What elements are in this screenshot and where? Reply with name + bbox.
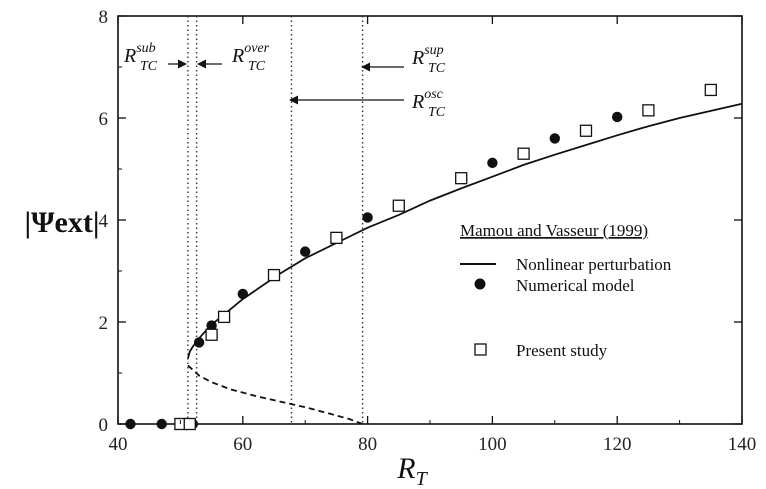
numerical-model-point bbox=[237, 288, 248, 300]
x-axis-label-base: R bbox=[396, 452, 415, 485]
y-tick-label: 8 bbox=[99, 7, 109, 28]
x-tick-label: 40 bbox=[109, 434, 128, 455]
y-tick-label: 0 bbox=[99, 415, 109, 436]
arrows bbox=[168, 59, 404, 105]
present-study-point bbox=[392, 199, 405, 212]
ticks: 40 60 80 100 120 140 0 2 4 6 8 bbox=[99, 7, 757, 455]
numerical-model-point bbox=[125, 418, 136, 430]
stable-branch-curve bbox=[187, 102, 743, 359]
numerical-model-point bbox=[193, 337, 205, 348]
y-axis-label: |Ψext| bbox=[25, 206, 100, 239]
annotation-r-tc-sub-sub: TC bbox=[140, 59, 158, 74]
x-tick-label: 140 bbox=[728, 434, 757, 455]
annotation-r-tc-over-base: R bbox=[231, 45, 244, 67]
annotation-r-tc-over-sup: over bbox=[244, 41, 269, 56]
present-study-point bbox=[330, 231, 343, 245]
annotation-r-tc-osc: Rosc TC bbox=[411, 87, 446, 120]
annotation-r-tc-sub-sup: sub bbox=[136, 41, 155, 56]
legend-entry-2: Present study bbox=[516, 341, 608, 360]
annotation-r-tc-osc-sup: osc bbox=[424, 87, 443, 102]
x-tick-label: 80 bbox=[358, 434, 377, 455]
x-axis-label: RT bbox=[396, 452, 428, 489]
numerical-model-point bbox=[487, 157, 498, 169]
numerical-model-point bbox=[206, 320, 217, 331]
annotation-r-tc-sup-base: R bbox=[411, 47, 424, 69]
x-tick-label: 60 bbox=[233, 434, 252, 455]
annotation-r-tc-osc-sub: TC bbox=[428, 105, 446, 120]
annotation-r-tc-sub-base: R bbox=[123, 45, 136, 67]
plot-frame bbox=[117, 15, 743, 425]
present-study-point bbox=[455, 172, 468, 185]
legend-entry-0: Nonlinear perturbation bbox=[516, 255, 672, 274]
annotation-r-tc-sup-sub: TC bbox=[428, 61, 446, 76]
x-tick-label: 100 bbox=[478, 434, 507, 455]
annotation-r-tc-sub: Rsub TC bbox=[123, 41, 158, 74]
numerical-model-point bbox=[612, 111, 623, 123]
y-tick-label: 6 bbox=[99, 109, 109, 130]
legend: Mamou and Vasseur (1999) Nonlinear pertu… bbox=[460, 221, 672, 360]
vertical-lines bbox=[187, 16, 364, 424]
annotation-r-tc-osc-base: R bbox=[411, 91, 424, 113]
numerical-model-point bbox=[549, 133, 560, 144]
numerical-model-point bbox=[300, 246, 311, 257]
legend-circle-swatch bbox=[474, 278, 486, 290]
x-tick-label: 120 bbox=[603, 434, 632, 455]
legend-square-swatch bbox=[474, 343, 487, 356]
annotation-r-tc-sup-sup: sup bbox=[424, 43, 443, 58]
present-study-point bbox=[579, 124, 593, 137]
y-tick-label: 2 bbox=[99, 313, 109, 334]
legend-title: Mamou and Vasseur (1999) bbox=[460, 221, 648, 240]
present-study-point bbox=[217, 310, 231, 324]
x-axis-label-sub: T bbox=[416, 468, 429, 489]
numerical-model-point bbox=[362, 212, 373, 223]
present-study-point bbox=[642, 104, 655, 117]
present-study-point bbox=[517, 147, 530, 160]
present-study-point bbox=[704, 83, 717, 97]
annotation-r-tc-over-sub: TC bbox=[248, 59, 266, 74]
legend-entry-1: Numerical model bbox=[516, 276, 635, 295]
present-study-point bbox=[183, 417, 196, 431]
curves bbox=[187, 102, 743, 425]
unstable-branch-curve bbox=[187, 364, 363, 425]
present-study-point bbox=[267, 268, 281, 282]
annotation-r-tc-sup: Rsup TC bbox=[411, 43, 446, 76]
annotation-r-tc-over: Rover TC bbox=[231, 41, 270, 74]
numerical-model-point bbox=[156, 418, 167, 430]
present-study-point bbox=[205, 328, 218, 341]
y-tick-label: 4 bbox=[99, 211, 109, 232]
